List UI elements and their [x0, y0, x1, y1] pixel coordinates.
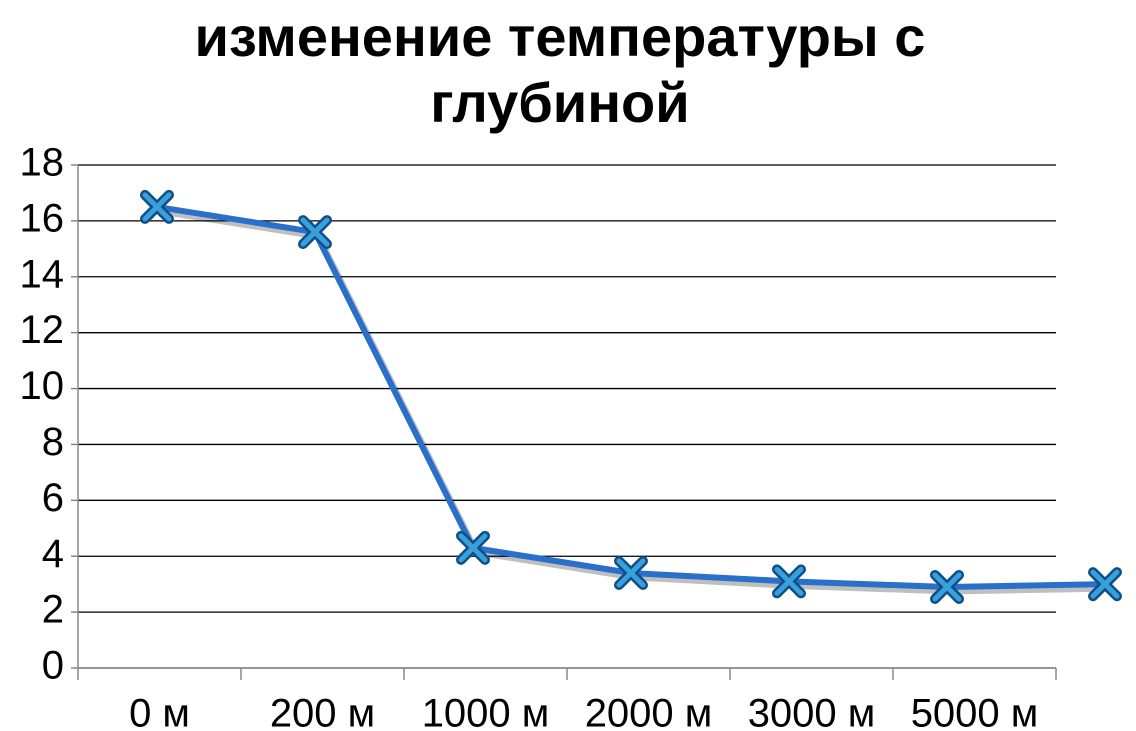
y-tick-label: 4	[42, 532, 64, 576]
y-tick-label: 10	[20, 364, 65, 408]
marker	[614, 555, 648, 590]
y-tick-label: 6	[42, 476, 64, 520]
marker-fill	[932, 572, 962, 602]
y-tick-label: 12	[20, 308, 65, 352]
marker-fill	[300, 217, 330, 247]
marker-fill	[142, 192, 172, 222]
marker-fill	[774, 566, 804, 596]
y-tick-label: 14	[20, 252, 65, 296]
marker	[772, 564, 806, 599]
x-tick-label: 2000 м	[585, 692, 713, 731]
y-tick-label: 16	[20, 196, 65, 240]
marker	[930, 569, 964, 604]
marker	[140, 189, 174, 224]
marker-fill	[458, 533, 488, 563]
chart-title: изменение температуры с глубиной	[194, 5, 926, 134]
marker	[298, 215, 332, 250]
y-tick-label: 18	[20, 141, 65, 185]
x-tick-label: 200 м	[270, 692, 375, 731]
marker	[1088, 567, 1122, 602]
x-tick-label: 5000 м	[911, 692, 1039, 731]
title-box: изменение температуры с глубиной	[194, 5, 926, 134]
line-shadow	[159, 207, 1109, 595]
x-tick-label: 1000 м	[422, 692, 550, 731]
y-tick-label: 0	[42, 644, 64, 688]
marker	[456, 530, 490, 565]
x-tick-label: 3000 м	[748, 692, 876, 731]
marker-fill	[1090, 569, 1120, 599]
series-line	[156, 203, 1106, 590]
marker-fill	[616, 558, 646, 588]
y-tick-label: 2	[42, 588, 64, 632]
y-tick-label: 8	[42, 420, 64, 464]
x-tick-label: 0 м	[129, 692, 190, 731]
